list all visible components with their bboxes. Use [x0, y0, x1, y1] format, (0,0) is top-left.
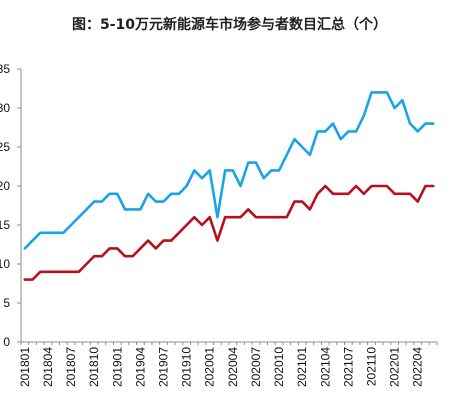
y-tick-label: 15 — [0, 218, 10, 232]
x-tick-label: 201801 — [18, 347, 32, 387]
y-axis: 0 5 10 15 20 25 30 35 — [0, 62, 22, 349]
series-line-2 — [23, 184, 435, 281]
x-tick-label: 202010 — [272, 347, 286, 387]
x-tick-label: 202004 — [226, 347, 240, 387]
x-tick-label: 202107 — [341, 347, 355, 387]
x-tick-label: 201910 — [180, 347, 194, 387]
y-tick-label: 5 — [3, 296, 10, 310]
x-tick-label: 201804 — [41, 347, 55, 387]
x-tick-label: 202001 — [203, 347, 217, 387]
x-tick-label: 202110 — [365, 347, 379, 386]
x-tick-label: 201904 — [133, 347, 147, 387]
x-tick-label: 201901 — [110, 347, 124, 387]
y-tick-label: 25 — [0, 140, 10, 154]
y-tick-label: 0 — [3, 335, 10, 349]
x-tick-label: 202101 — [295, 347, 309, 387]
series-layer — [23, 91, 435, 281]
x-tick-label: 201810 — [87, 347, 101, 387]
x-tick-label: 202201 — [388, 347, 402, 387]
series-line-1 — [23, 91, 435, 250]
x-tick-label: 202104 — [318, 347, 332, 387]
y-tick-label: 10 — [0, 257, 10, 271]
y-tick-label: 35 — [0, 62, 10, 76]
x-tick-label: 201907 — [157, 347, 171, 387]
y-tick-label: 20 — [0, 179, 10, 193]
x-axis: 201801 201804 201807 201810 201901 201904 2019… — [18, 341, 438, 387]
x-tick-label: 202204 — [411, 347, 425, 387]
chart-title: 图：5-10万元新能源车市场参与者数目汇总（个） — [71, 17, 388, 33]
x-tick-label: 201807 — [64, 347, 78, 387]
x-tick-label: 202007 — [249, 347, 263, 387]
y-tick-label: 30 — [0, 101, 10, 115]
